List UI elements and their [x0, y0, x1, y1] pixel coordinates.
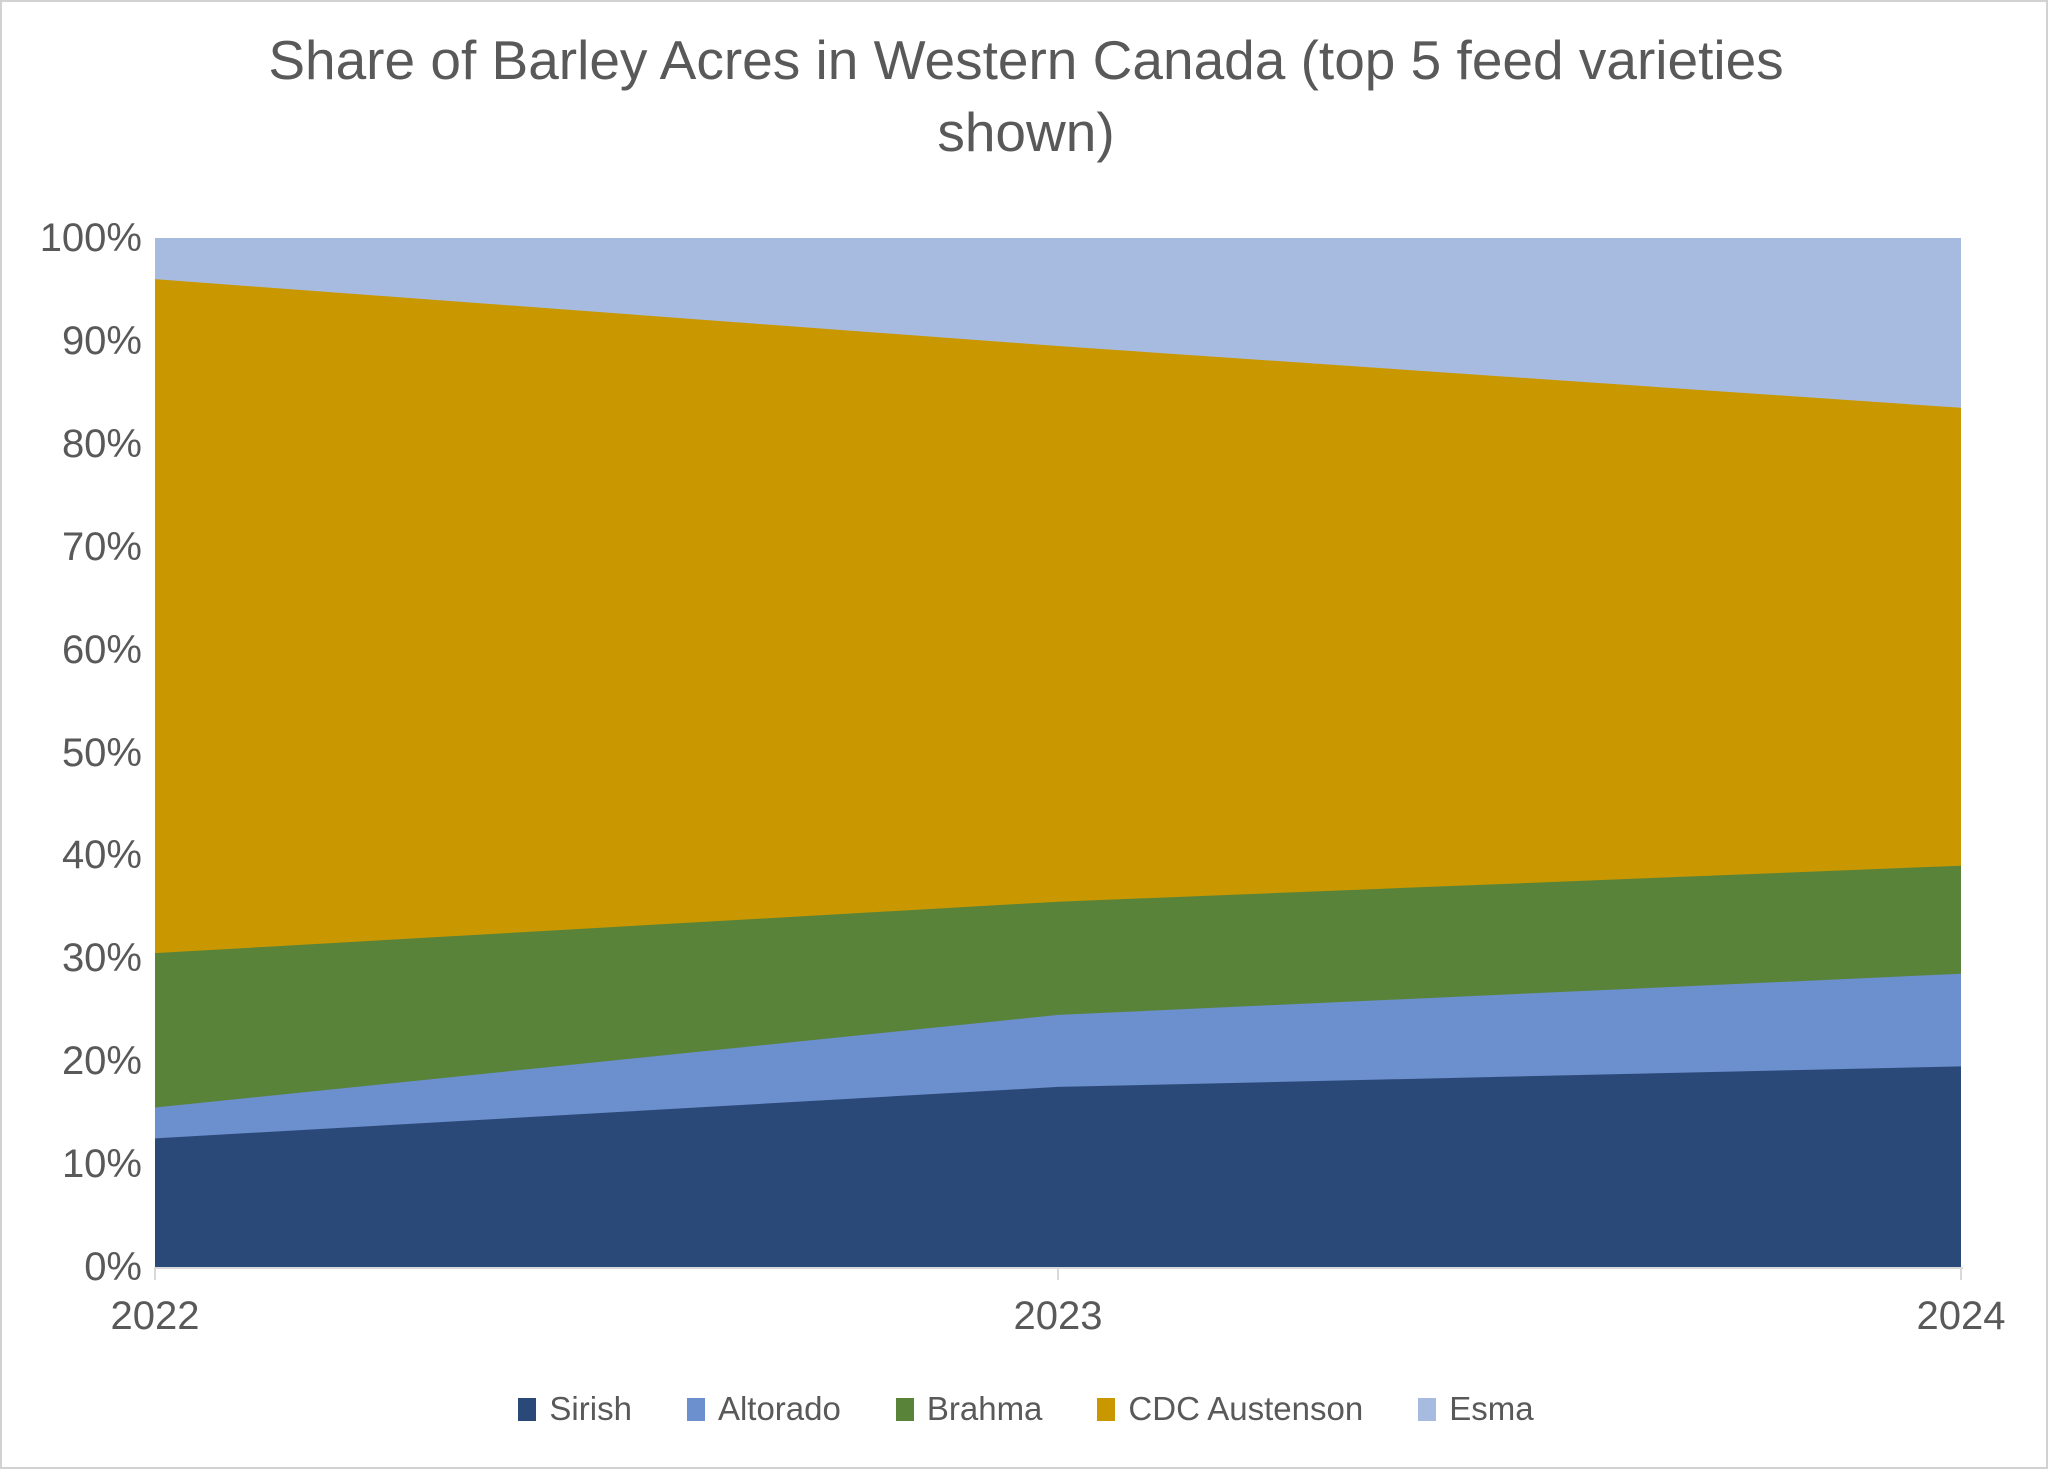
x-axis-line: [154, 1267, 1963, 1269]
x-axis-tick-label: 2023: [1013, 1294, 1103, 1338]
x-axis-tick-mark: [154, 1269, 156, 1280]
legend-label: Sirish: [549, 1390, 632, 1427]
legend-swatch-icon: [1097, 1397, 1116, 1421]
x-axis-tick-mark: [1960, 1269, 1962, 1280]
y-axis-tick-label: 60%: [61, 627, 142, 672]
y-axis-tick-label: 10%: [61, 1142, 142, 1187]
y-axis-tick-label: 0%: [84, 1245, 142, 1289]
plot-area-svg: [155, 238, 1961, 1267]
y-axis-tick-label: 100%: [39, 216, 142, 260]
legend-item-sirish: Sirish: [518, 1389, 632, 1429]
x-axis-tick-label: 2024: [1916, 1294, 2006, 1338]
x-axis-tick-label: 2022: [110, 1294, 200, 1338]
x-axis-tick-mark: [1057, 1269, 1059, 1280]
legend-label: CDC Austenson: [1128, 1390, 1364, 1427]
y-axis-tick-label: 50%: [61, 730, 142, 775]
chart-title: Share of Barley Acres in Western Canada …: [2, 24, 2046, 168]
legend-label: Altorado: [717, 1390, 841, 1427]
y-axis-tick-label: 90%: [61, 318, 142, 363]
legend-swatch-icon: [895, 1397, 914, 1421]
legend-item-cdc-austenson: CDC Austenson: [1097, 1389, 1363, 1429]
y-axis-tick-label: 30%: [61, 936, 142, 981]
area-sirish: [155, 1066, 1961, 1267]
legend: Sirish Altorado Brahma CDC Austenson Esma: [2, 1384, 2046, 1434]
legend-swatch-icon: [1418, 1397, 1437, 1421]
legend-item-esma: Esma: [1418, 1389, 1534, 1429]
legend-item-altorado: Altorado: [686, 1389, 841, 1429]
legend-item-brahma: Brahma: [895, 1389, 1043, 1429]
legend-label: Esma: [1449, 1390, 1534, 1427]
y-axis-tick-label: 20%: [61, 1039, 142, 1084]
y-axis-tick-label: 70%: [61, 524, 142, 569]
legend-swatch-icon: [518, 1397, 537, 1421]
chart-title-line1: Share of Barley Acres in Western Canada …: [268, 29, 1784, 91]
chart-title-line2: shown): [937, 101, 1115, 163]
y-axis-tick-label: 40%: [61, 833, 142, 878]
legend-swatch-icon: [686, 1397, 705, 1421]
y-axis-tick-label: 80%: [61, 421, 142, 466]
legend-label: Brahma: [926, 1390, 1043, 1427]
